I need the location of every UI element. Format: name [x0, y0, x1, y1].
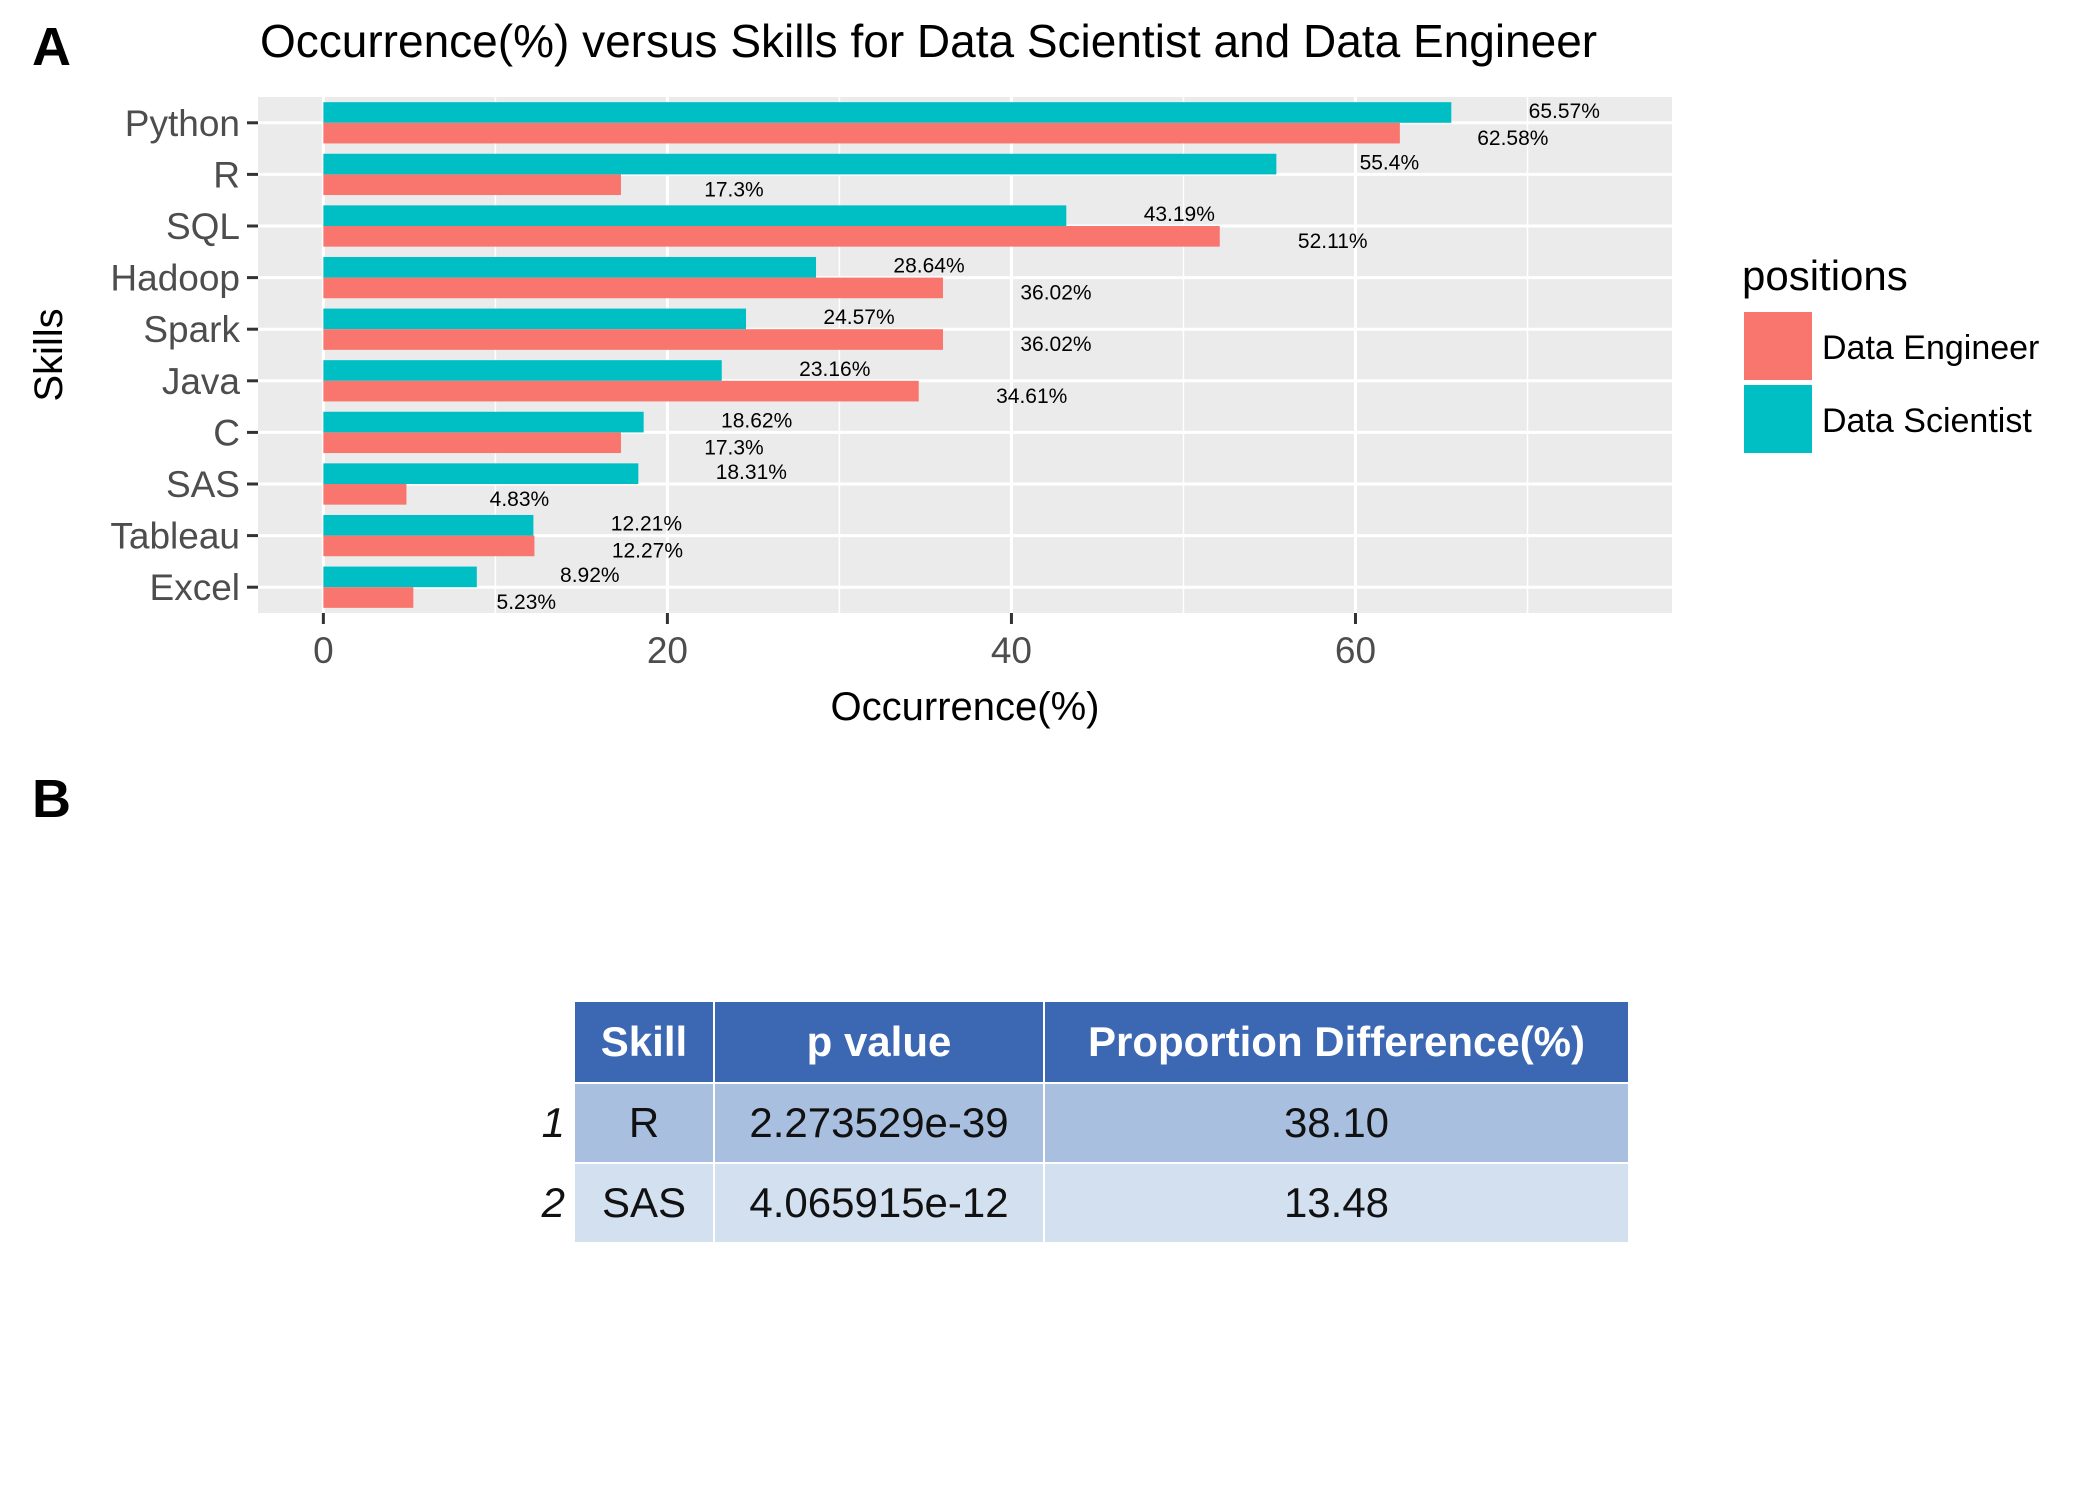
cell-skill: R — [573, 1082, 715, 1164]
cell-p-value: 4.065915e-12 — [713, 1162, 1045, 1244]
stats-table-container: Skill p value Proportion Difference(%) 1… — [515, 1000, 1630, 1244]
y-tick-label-tableau: Tableau — [110, 516, 240, 557]
value-label-data-engineer-java: 34.61% — [996, 385, 1067, 408]
bar-data-scientist-spark — [323, 308, 747, 330]
value-label-data-scientist-sas: 18.31% — [716, 461, 787, 484]
row-index: 1 — [515, 1083, 574, 1163]
x-tick-label-40: 40 — [991, 630, 1032, 671]
stats-table: Skill p value Proportion Difference(%) 1… — [515, 1000, 1630, 1244]
value-label-data-engineer-c: 17.3% — [704, 436, 764, 459]
bar-data-engineer-r — [323, 174, 621, 196]
value-label-data-scientist-hadoop: 28.64% — [893, 255, 964, 278]
panel-label-a: A — [32, 17, 71, 77]
table-row: 2 SAS 4.065915e-12 13.48 — [515, 1162, 1630, 1244]
header-proportion-difference: Proportion Difference(%) — [1043, 1000, 1630, 1084]
y-tick-label-sas: SAS — [166, 464, 240, 505]
value-label-data-engineer-spark: 36.02% — [1020, 333, 1091, 356]
y-tick-label-spark: Spark — [143, 309, 240, 350]
value-label-data-engineer-sql: 52.11% — [1298, 230, 1368, 253]
bar-data-scientist-hadoop — [323, 256, 817, 278]
value-label-data-engineer-sas: 4.83% — [490, 488, 550, 511]
bar-data-scientist-excel — [323, 566, 477, 588]
value-label-data-scientist-r: 55.4% — [1360, 151, 1420, 174]
value-label-data-scientist-excel: 8.92% — [560, 564, 620, 587]
cell-skill: SAS — [573, 1162, 715, 1244]
bar-data-engineer-python — [323, 122, 1400, 144]
bar-data-scientist-java — [323, 360, 722, 381]
bar-data-engineer-spark — [323, 329, 943, 350]
bar-data-engineer-c — [323, 432, 621, 454]
y-tick-label-python: Python — [125, 103, 240, 144]
y-axis-title: Skills — [27, 308, 71, 401]
y-tick-label-c: C — [213, 412, 240, 453]
x-tick-label-0: 0 — [313, 630, 334, 671]
y-tick-label-excel: Excel — [150, 567, 240, 608]
value-label-data-scientist-sql: 43.19% — [1144, 203, 1215, 226]
bar-chart: Occurrence(%) versus Skills for Data Sci… — [27, 15, 2039, 729]
x-axis-title: Occurrence(%) — [831, 685, 1100, 729]
value-label-data-engineer-excel: 5.23% — [497, 591, 557, 614]
bar-data-scientist-r — [323, 153, 1277, 175]
value-label-data-engineer-python: 62.58% — [1477, 127, 1548, 150]
legend-label-data-engineer: Data Engineer — [1822, 329, 2039, 367]
value-label-data-scientist-python: 65.57% — [1529, 100, 1600, 123]
table-row: 1 R 2.273529e-39 38.10 — [515, 1082, 1630, 1164]
x-tick-label-60: 60 — [1335, 630, 1376, 671]
x-tick-label-20: 20 — [647, 630, 688, 671]
header-index-cell — [515, 1001, 574, 1083]
chart-title: Occurrence(%) versus Skills for Data Sci… — [260, 15, 1597, 67]
header-p-value: p value — [713, 1000, 1045, 1084]
bar-data-engineer-java — [323, 380, 919, 402]
bar-data-scientist-sql — [323, 205, 1067, 226]
header-skill: Skill — [573, 1000, 715, 1084]
bar-data-scientist-c — [323, 411, 644, 433]
bar-data-engineer-sql — [323, 226, 1220, 247]
value-label-data-scientist-c: 18.62% — [721, 409, 792, 432]
bar-data-scientist-python — [323, 102, 1452, 123]
legend-key-data-engineer — [1744, 312, 1812, 380]
y-tick-label-java: Java — [162, 361, 241, 402]
table-header-row: Skill p value Proportion Difference(%) — [515, 1000, 1630, 1084]
y-tick-label-hadoop: Hadoop — [110, 258, 240, 299]
bar-data-scientist-sas — [323, 463, 639, 484]
cell-p-value: 2.273529e-39 — [713, 1082, 1045, 1164]
legend-label-data-scientist: Data Scientist — [1822, 402, 2032, 440]
bar-data-engineer-sas — [323, 484, 407, 505]
y-tick-label-sql: SQL — [166, 206, 240, 247]
cell-proportion-difference: 38.10 — [1043, 1082, 1630, 1164]
legend-key-data-scientist — [1744, 385, 1812, 453]
legend-item-data-engineer: Data Engineer — [1744, 312, 2039, 380]
legend-item-data-scientist: Data Scientist — [1744, 385, 2032, 453]
bar-data-engineer-hadoop — [323, 277, 943, 299]
row-index: 2 — [515, 1163, 574, 1243]
bar-data-engineer-excel — [323, 587, 414, 608]
panel-label-b: B — [32, 769, 71, 829]
legend-title: positions — [1742, 252, 1908, 299]
cell-proportion-difference: 13.48 — [1043, 1162, 1630, 1244]
bar-data-engineer-tableau — [323, 535, 535, 557]
value-label-data-scientist-java: 23.16% — [799, 358, 870, 381]
value-label-data-engineer-r: 17.3% — [704, 178, 764, 201]
value-label-data-engineer-hadoop: 36.02% — [1020, 282, 1091, 305]
value-label-data-engineer-tableau: 12.27% — [612, 540, 683, 563]
value-label-data-scientist-spark: 24.57% — [823, 306, 894, 329]
value-label-data-scientist-tableau: 12.21% — [611, 513, 682, 536]
y-tick-label-r: R — [213, 154, 240, 195]
bar-data-scientist-tableau — [323, 514, 534, 536]
